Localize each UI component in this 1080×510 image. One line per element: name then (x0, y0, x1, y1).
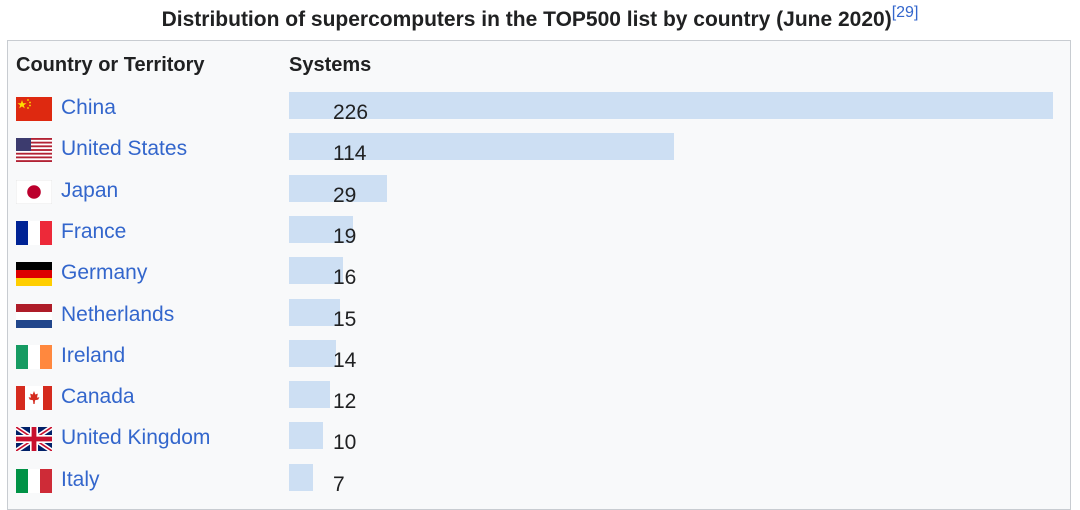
bar-value-label: 15 (333, 307, 357, 331)
column-header-systems: Systems (289, 54, 372, 76)
uk-flag-icon (16, 427, 52, 452)
country-link[interactable]: Japan (61, 178, 119, 202)
country-link[interactable]: Netherlands (61, 302, 175, 326)
chart-row: Germany 16 (0, 254, 1080, 295)
bar-value-label: 19 (333, 224, 357, 248)
chart-row: Netherlands 15 (0, 296, 1080, 337)
bar-value-label: 16 (333, 266, 357, 290)
country-link[interactable]: France (61, 219, 127, 243)
bar (289, 463, 313, 491)
italy-flag-icon (16, 468, 52, 493)
chart-row: Canada 12 (0, 378, 1080, 419)
bar (289, 339, 336, 367)
bar (289, 298, 340, 326)
country-link[interactable]: Canada (61, 385, 135, 409)
germany-flag-icon (16, 262, 52, 287)
china-flag-icon (16, 97, 52, 121)
bar (289, 381, 330, 409)
bar (289, 422, 323, 450)
country-link[interactable]: United Kingdom (61, 426, 211, 450)
bar-value-label: 14 (333, 348, 357, 372)
bar-value-label: 12 (333, 390, 357, 414)
bar (289, 215, 353, 243)
ireland-flag-icon (16, 344, 52, 369)
bar-value-label: 226 (333, 101, 369, 124)
country-link[interactable]: Germany (61, 261, 148, 285)
chart-title: Distribution of supercomputers in the TO… (161, 8, 892, 31)
japan-flag-icon (16, 179, 52, 204)
bar (289, 257, 343, 285)
reference-link[interactable]: [29] (891, 4, 919, 21)
chart-row: Italy 7 (0, 461, 1080, 502)
country-link[interactable]: China (61, 96, 116, 119)
chart-row: China 226 (0, 89, 1080, 130)
netherlands-flag-icon (16, 303, 52, 328)
country-link[interactable]: United States (61, 137, 188, 161)
chart-row: Ireland 14 (0, 337, 1080, 378)
bar (289, 92, 1053, 119)
country-link[interactable]: Italy (61, 467, 100, 491)
column-header-country: Country or Territory (16, 54, 205, 76)
chart-row: United States 114 (0, 130, 1080, 171)
chart-caption: Distribution of supercomputers in the TO… (0, 4, 1080, 34)
bar-value-label: 7 (333, 472, 345, 496)
country-link[interactable]: Ireland (61, 343, 126, 367)
bar-value-label: 29 (333, 183, 357, 207)
bar (289, 174, 387, 202)
chart-row: United Kingdom 10 (0, 419, 1080, 460)
france-flag-icon (16, 220, 52, 245)
bar-value-label: 114 (333, 142, 367, 166)
chart-row: Japan 29 (0, 172, 1080, 213)
canada-flag-icon (16, 386, 52, 411)
chart-row: France 19 (0, 213, 1080, 254)
us-flag-icon (16, 138, 52, 163)
bar-value-label: 10 (333, 431, 357, 455)
bar (289, 133, 674, 161)
